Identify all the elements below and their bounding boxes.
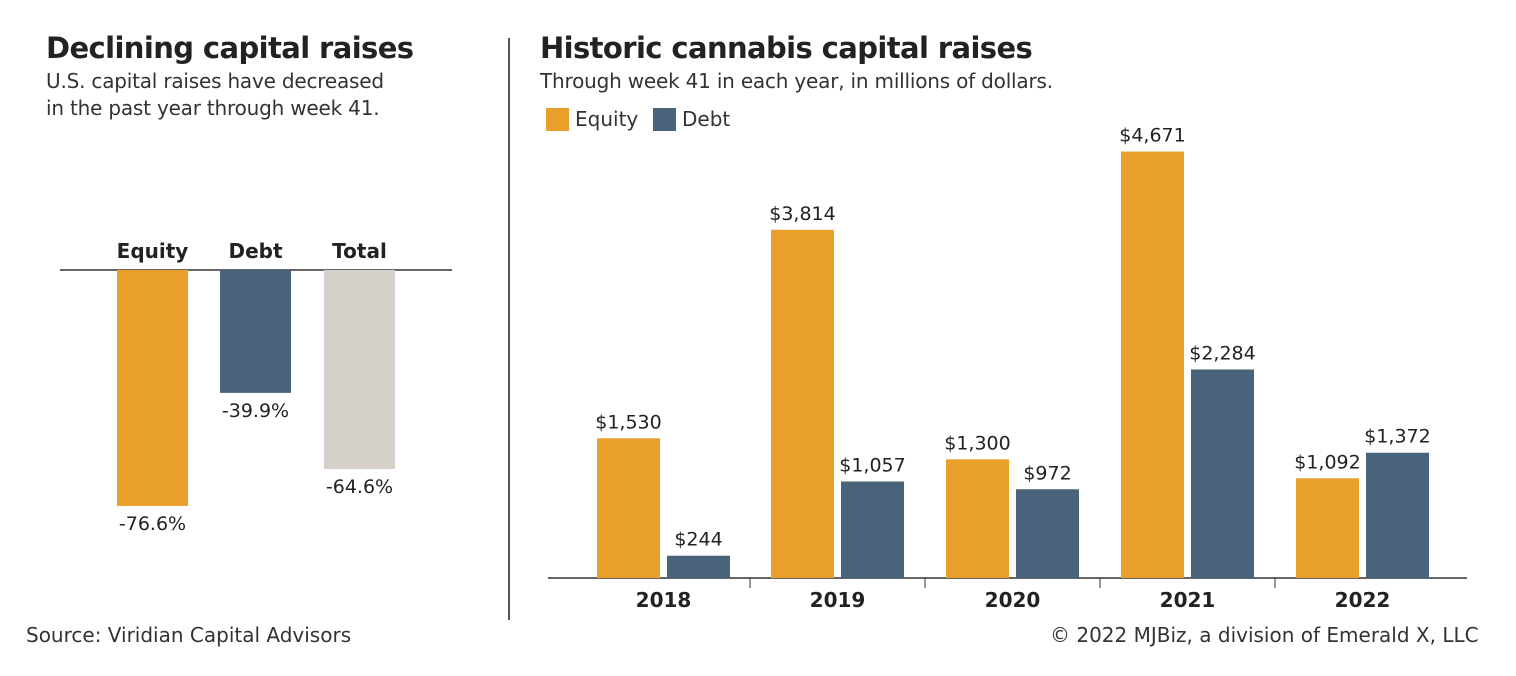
right-x-tick-label-2021: 2021: [1160, 588, 1216, 612]
right-value-label-debt-2019: $1,057: [839, 454, 905, 476]
right-bar-debt-2020: [1016, 489, 1079, 578]
left-bar-equity: [117, 270, 188, 506]
right-value-label-equity-2022: $1,092: [1294, 451, 1360, 473]
left-category-label-debt: Debt: [228, 239, 282, 263]
legend-debt: Debt: [653, 106, 730, 132]
legend-equity-label: Equity: [575, 107, 639, 131]
right-bar-debt-2018: [667, 555, 730, 578]
right-value-label-debt-2022: $1,372: [1364, 426, 1430, 448]
left-bar-total: [324, 270, 395, 469]
right-value-label-debt-2020: $972: [1023, 462, 1071, 484]
left-subtitle-line-1: U.S. capital raises have decreased: [46, 69, 384, 93]
left-value-label-debt: -39.9%: [222, 400, 289, 422]
right-bar-equity-2018: [597, 438, 660, 578]
right-value-label-equity-2021: $4,671: [1119, 125, 1185, 147]
right-value-label-debt-2021: $2,284: [1189, 342, 1255, 364]
chart-divider: [508, 38, 510, 620]
right-bar-equity-2020: [946, 459, 1009, 578]
right-value-label-equity-2019: $3,814: [769, 203, 835, 225]
right-bar-debt-2019: [841, 481, 904, 578]
right-x-tick-label-2022: 2022: [1335, 588, 1391, 612]
right-bar-debt-2022: [1366, 452, 1429, 578]
right-value-label-equity-2018: $1,530: [595, 411, 661, 433]
right-bar-debt-2021: [1191, 369, 1254, 578]
left-category-label-total: Total: [332, 239, 387, 263]
right-x-tick-label-2018: 2018: [636, 588, 692, 612]
right-value-label-debt-2018: $244: [674, 529, 722, 551]
right-bar-equity-2022: [1296, 478, 1359, 578]
left-category-label-equity: Equity: [117, 239, 189, 263]
right-bar-equity-2021: [1121, 151, 1184, 578]
right-value-label-equity-2020: $1,300: [944, 432, 1010, 454]
left-value-label-total: -64.6%: [326, 476, 393, 498]
right-bar-equity-2019: [771, 229, 834, 578]
left-value-label-equity: -76.6%: [119, 513, 186, 535]
right-chart-subtitle: Through week 41 in each year, in million…: [540, 69, 1053, 93]
right-x-tick-label-2020: 2020: [985, 588, 1041, 612]
left-chart-subtitle: U.S. capital raises have decreased in th…: [46, 68, 384, 122]
legend-equity-swatch: [546, 107, 569, 131]
right-x-tick-label-2019: 2019: [810, 588, 866, 612]
legend-equity: Equity: [546, 106, 638, 132]
footer-copyright: © 2022 MJBiz, a division of Emerald X, L…: [1050, 623, 1479, 647]
footer-source: Source: Viridian Capital Advisors: [26, 623, 352, 647]
left-chart-title: Declining capital raises: [46, 31, 414, 65]
legend-debt-label: Debt: [682, 107, 731, 131]
legend-debt-swatch: [653, 107, 676, 131]
left-bar-debt: [220, 270, 291, 393]
left-subtitle-line-2: in the past year through week 41.: [46, 96, 380, 120]
right-chart-title: Historic cannabis capital raises: [540, 31, 1033, 65]
